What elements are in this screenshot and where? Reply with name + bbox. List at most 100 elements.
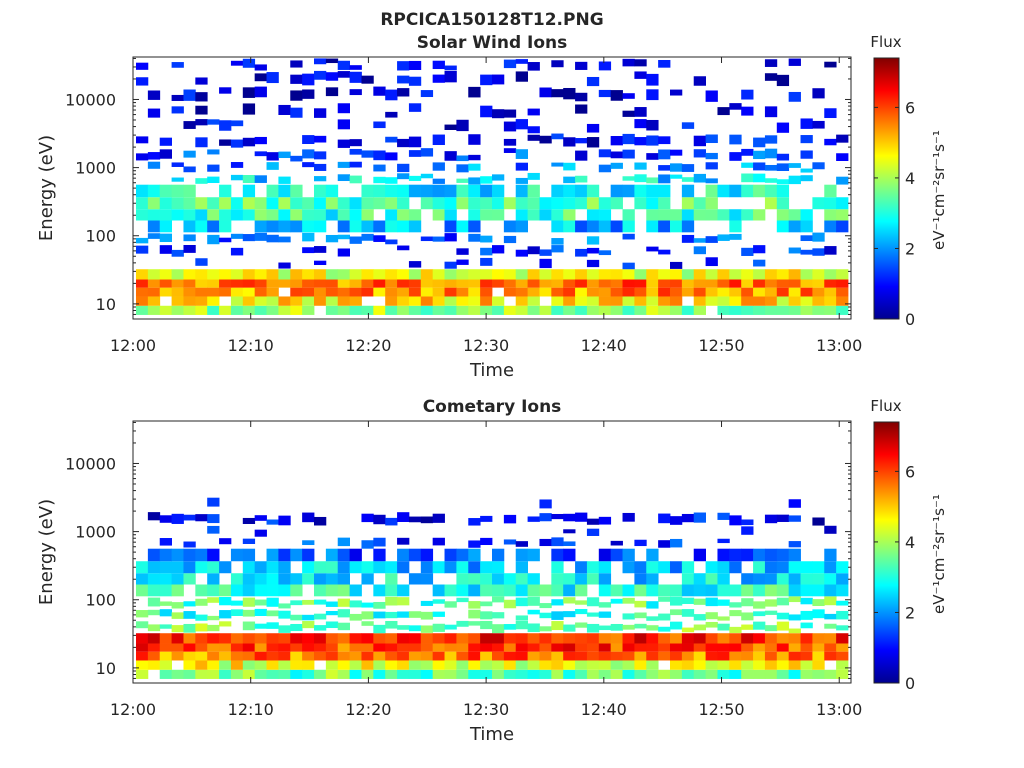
heatmap-cell	[563, 643, 576, 652]
heatmap-cell	[361, 540, 374, 549]
heatmap-cell	[136, 136, 149, 144]
heatmap-cell	[741, 305, 754, 315]
heatmap-cell	[800, 573, 813, 585]
heatmap-cell	[610, 548, 623, 562]
heatmap-cell	[575, 92, 588, 102]
heatmap-cell	[753, 601, 766, 609]
heatmap-cell	[503, 121, 517, 132]
heatmap-cell	[397, 561, 410, 574]
heatmap-cell	[278, 584, 291, 597]
heatmap-cell	[195, 305, 208, 315]
heatmap-cell	[741, 643, 754, 652]
heatmap-cell	[349, 305, 362, 315]
heatmap-cell	[219, 561, 232, 574]
heatmap-cell	[420, 305, 434, 315]
heatmap-cell	[646, 643, 659, 652]
heatmap-cell	[468, 184, 481, 198]
heatmap-cell	[812, 651, 825, 661]
heatmap-cell	[575, 608, 588, 615]
heatmap-cell	[444, 561, 457, 574]
heatmap-cell	[610, 623, 623, 631]
heatmap-cell	[290, 633, 303, 644]
x-axis-label: Time	[469, 360, 514, 381]
heatmap-cell	[575, 138, 588, 144]
heatmap-cell	[290, 643, 303, 652]
heatmap-cell	[705, 633, 718, 644]
heatmap-cell	[290, 107, 303, 118]
heatmap-cell	[408, 573, 422, 585]
heatmap-cell	[385, 296, 398, 306]
heatmap-cell	[302, 669, 315, 679]
heatmap-cell	[171, 184, 184, 198]
heatmap-cell	[361, 660, 374, 670]
heatmap-cell	[420, 287, 434, 297]
heatmap-cell	[836, 134, 849, 143]
heatmap-cell	[836, 209, 849, 221]
heatmap-cell	[776, 184, 790, 198]
heatmap-cell	[753, 209, 766, 221]
heatmap-cell	[658, 220, 671, 233]
heatmap-cell	[147, 184, 161, 198]
heatmap-cell	[563, 529, 576, 534]
heatmap-cell	[836, 561, 849, 574]
heatmap-cell	[408, 660, 422, 670]
heatmap-cell	[195, 633, 208, 644]
heatmap-cell	[800, 287, 813, 297]
heatmap-cell	[397, 197, 410, 210]
heatmap-cell	[622, 58, 635, 67]
heatmap-cell	[230, 287, 244, 297]
heatmap-cell	[325, 573, 339, 585]
heatmap-cell	[634, 184, 647, 198]
heatmap-cell	[646, 177, 659, 184]
heatmap-cell	[658, 305, 671, 315]
heatmap-cell	[800, 118, 813, 129]
heatmap-cell	[278, 548, 291, 562]
heatmap-cell	[634, 561, 647, 574]
heatmap-cell	[670, 643, 683, 652]
heatmap-cell	[290, 74, 303, 84]
heatmap-cell	[634, 269, 647, 280]
heatmap-cell	[195, 660, 208, 670]
heatmap-cell	[539, 135, 552, 144]
heatmap-cell	[753, 611, 766, 617]
heatmap-cell	[183, 150, 196, 158]
y-tick-label: 100	[85, 591, 116, 610]
heatmap-cell	[670, 149, 683, 156]
heatmap-cell	[598, 197, 612, 210]
heatmap-cell	[539, 660, 552, 670]
heatmap-cell	[230, 139, 244, 148]
heatmap-cell	[800, 296, 813, 306]
heatmap-cell	[586, 669, 600, 679]
heatmap-cell	[610, 669, 623, 679]
heatmap-cell	[302, 197, 315, 210]
heatmap-cell	[195, 584, 208, 597]
heatmap-cell	[456, 184, 469, 198]
heatmap-cell	[539, 612, 552, 619]
heatmap-cell	[254, 287, 267, 297]
heatmap-cell	[278, 176, 291, 184]
heatmap-cell	[408, 651, 422, 661]
heatmap-cell	[432, 599, 445, 604]
heatmap-cell	[373, 624, 386, 634]
heatmap-cell	[824, 287, 837, 297]
heatmap-cell	[753, 287, 766, 297]
heatmap-cell	[242, 305, 256, 315]
heatmap-cell	[254, 515, 267, 521]
heatmap-cell	[551, 245, 564, 253]
heatmap-cell	[432, 513, 445, 523]
heatmap-cell	[705, 573, 718, 585]
heatmap-cell	[290, 584, 303, 597]
heatmap-cell	[764, 184, 778, 198]
heatmap-cell	[492, 596, 505, 603]
heatmap-cell	[290, 305, 303, 315]
heatmap-cell	[468, 651, 481, 661]
heatmap-cell	[527, 209, 540, 221]
heatmap-cell	[183, 611, 196, 619]
heatmap-cell	[670, 633, 683, 644]
heatmap-cell	[586, 259, 600, 268]
heatmap-cell	[337, 234, 350, 240]
heatmap-cell	[456, 669, 469, 679]
heatmap-cell	[242, 660, 256, 670]
heatmap-cell	[456, 633, 469, 644]
heatmap-cell	[183, 209, 196, 221]
